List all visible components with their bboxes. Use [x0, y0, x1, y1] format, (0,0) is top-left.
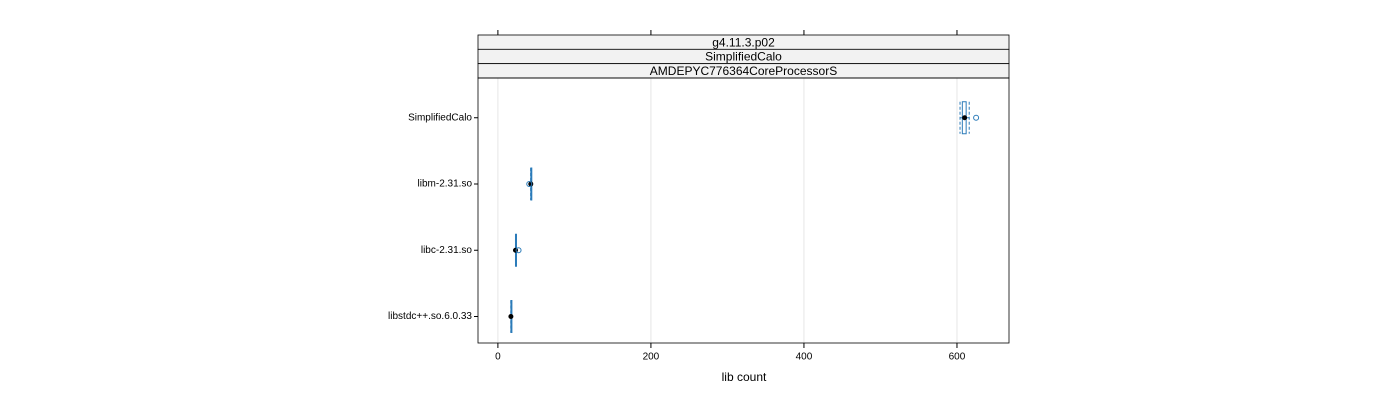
y-tick-label: libstdc++.so.6.0.33 — [388, 311, 472, 322]
y-tick-label: libm-2.31.so — [418, 179, 473, 190]
outlier — [526, 181, 533, 187]
outlier — [973, 114, 980, 121]
median — [508, 314, 514, 319]
panel-border — [477, 77, 1010, 344]
y-tick-label: libc-2.31.so — [421, 245, 473, 256]
x-tick-label: 200 — [643, 352, 660, 363]
strip-label: g4.11.3.p02 — [712, 35, 775, 49]
median — [528, 181, 534, 187]
strip-label: SimplifiedCalo — [705, 50, 782, 64]
x-tick-label: 0 — [495, 352, 501, 363]
x-axis-label: lib count — [722, 370, 767, 384]
y-tick-label: SimplifiedCalo — [408, 112, 472, 123]
x-tick-label: 600 — [949, 352, 966, 363]
x-tick-label: 400 — [796, 352, 813, 363]
outlier — [515, 247, 522, 254]
median — [962, 115, 968, 121]
strip-label: AMDEPYC776364CoreProcessorS — [650, 64, 837, 78]
